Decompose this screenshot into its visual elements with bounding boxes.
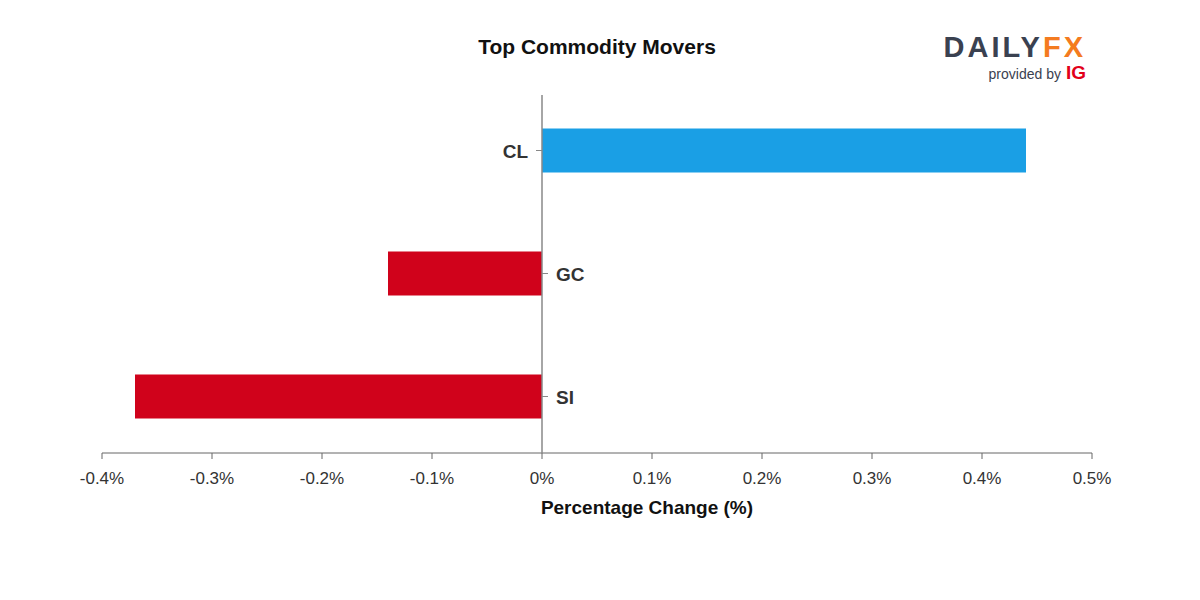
category-label: SI — [556, 387, 574, 408]
x-tick — [102, 453, 103, 459]
x-axis — [102, 453, 1092, 454]
x-tick-label: 0.5% — [1073, 469, 1112, 488]
y-tick — [536, 150, 542, 151]
logo-text: FX — [1043, 31, 1086, 63]
bar — [135, 375, 542, 419]
bar — [542, 129, 1026, 173]
logo-text: IG — [1066, 62, 1086, 83]
logo-text: provided by — [989, 66, 1061, 82]
x-tick-label: 0.4% — [963, 469, 1002, 488]
category-label: GC — [556, 264, 585, 285]
x-tick — [652, 453, 653, 459]
x-tick-label: 0.2% — [743, 469, 782, 488]
x-tick — [982, 453, 983, 459]
x-tick — [322, 453, 323, 459]
y-tick — [542, 273, 548, 274]
x-tick — [212, 453, 213, 459]
x-tick-label: -0.4% — [80, 469, 124, 488]
x-tick-label: -0.3% — [190, 469, 234, 488]
logo-sub: provided by IG — [989, 62, 1086, 83]
x-tick-label: 0% — [530, 469, 555, 488]
x-axis-label: Percentage Change (%) — [541, 497, 753, 518]
x-tick — [1092, 453, 1093, 459]
title: Top Commodity Movers — [478, 35, 716, 58]
x-tick-label: -0.1% — [410, 469, 454, 488]
bars — [135, 129, 1026, 419]
y-tick — [542, 396, 548, 397]
x-tick — [872, 453, 873, 459]
logo: DAILYFX — [944, 31, 1086, 63]
x-tick-label: 0.3% — [853, 469, 892, 488]
x-tick — [762, 453, 763, 459]
chart: Top Commodity Movers DAILYFX provided by IG… — [0, 0, 1200, 600]
logo-text: DAILY — [944, 31, 1043, 63]
x-tick-label: 0.1% — [633, 469, 672, 488]
x-tick-label: -0.2% — [300, 469, 344, 488]
x-tick — [432, 453, 433, 459]
x-tick — [542, 453, 543, 459]
bar — [388, 252, 542, 296]
category-label: CL — [503, 141, 529, 162]
